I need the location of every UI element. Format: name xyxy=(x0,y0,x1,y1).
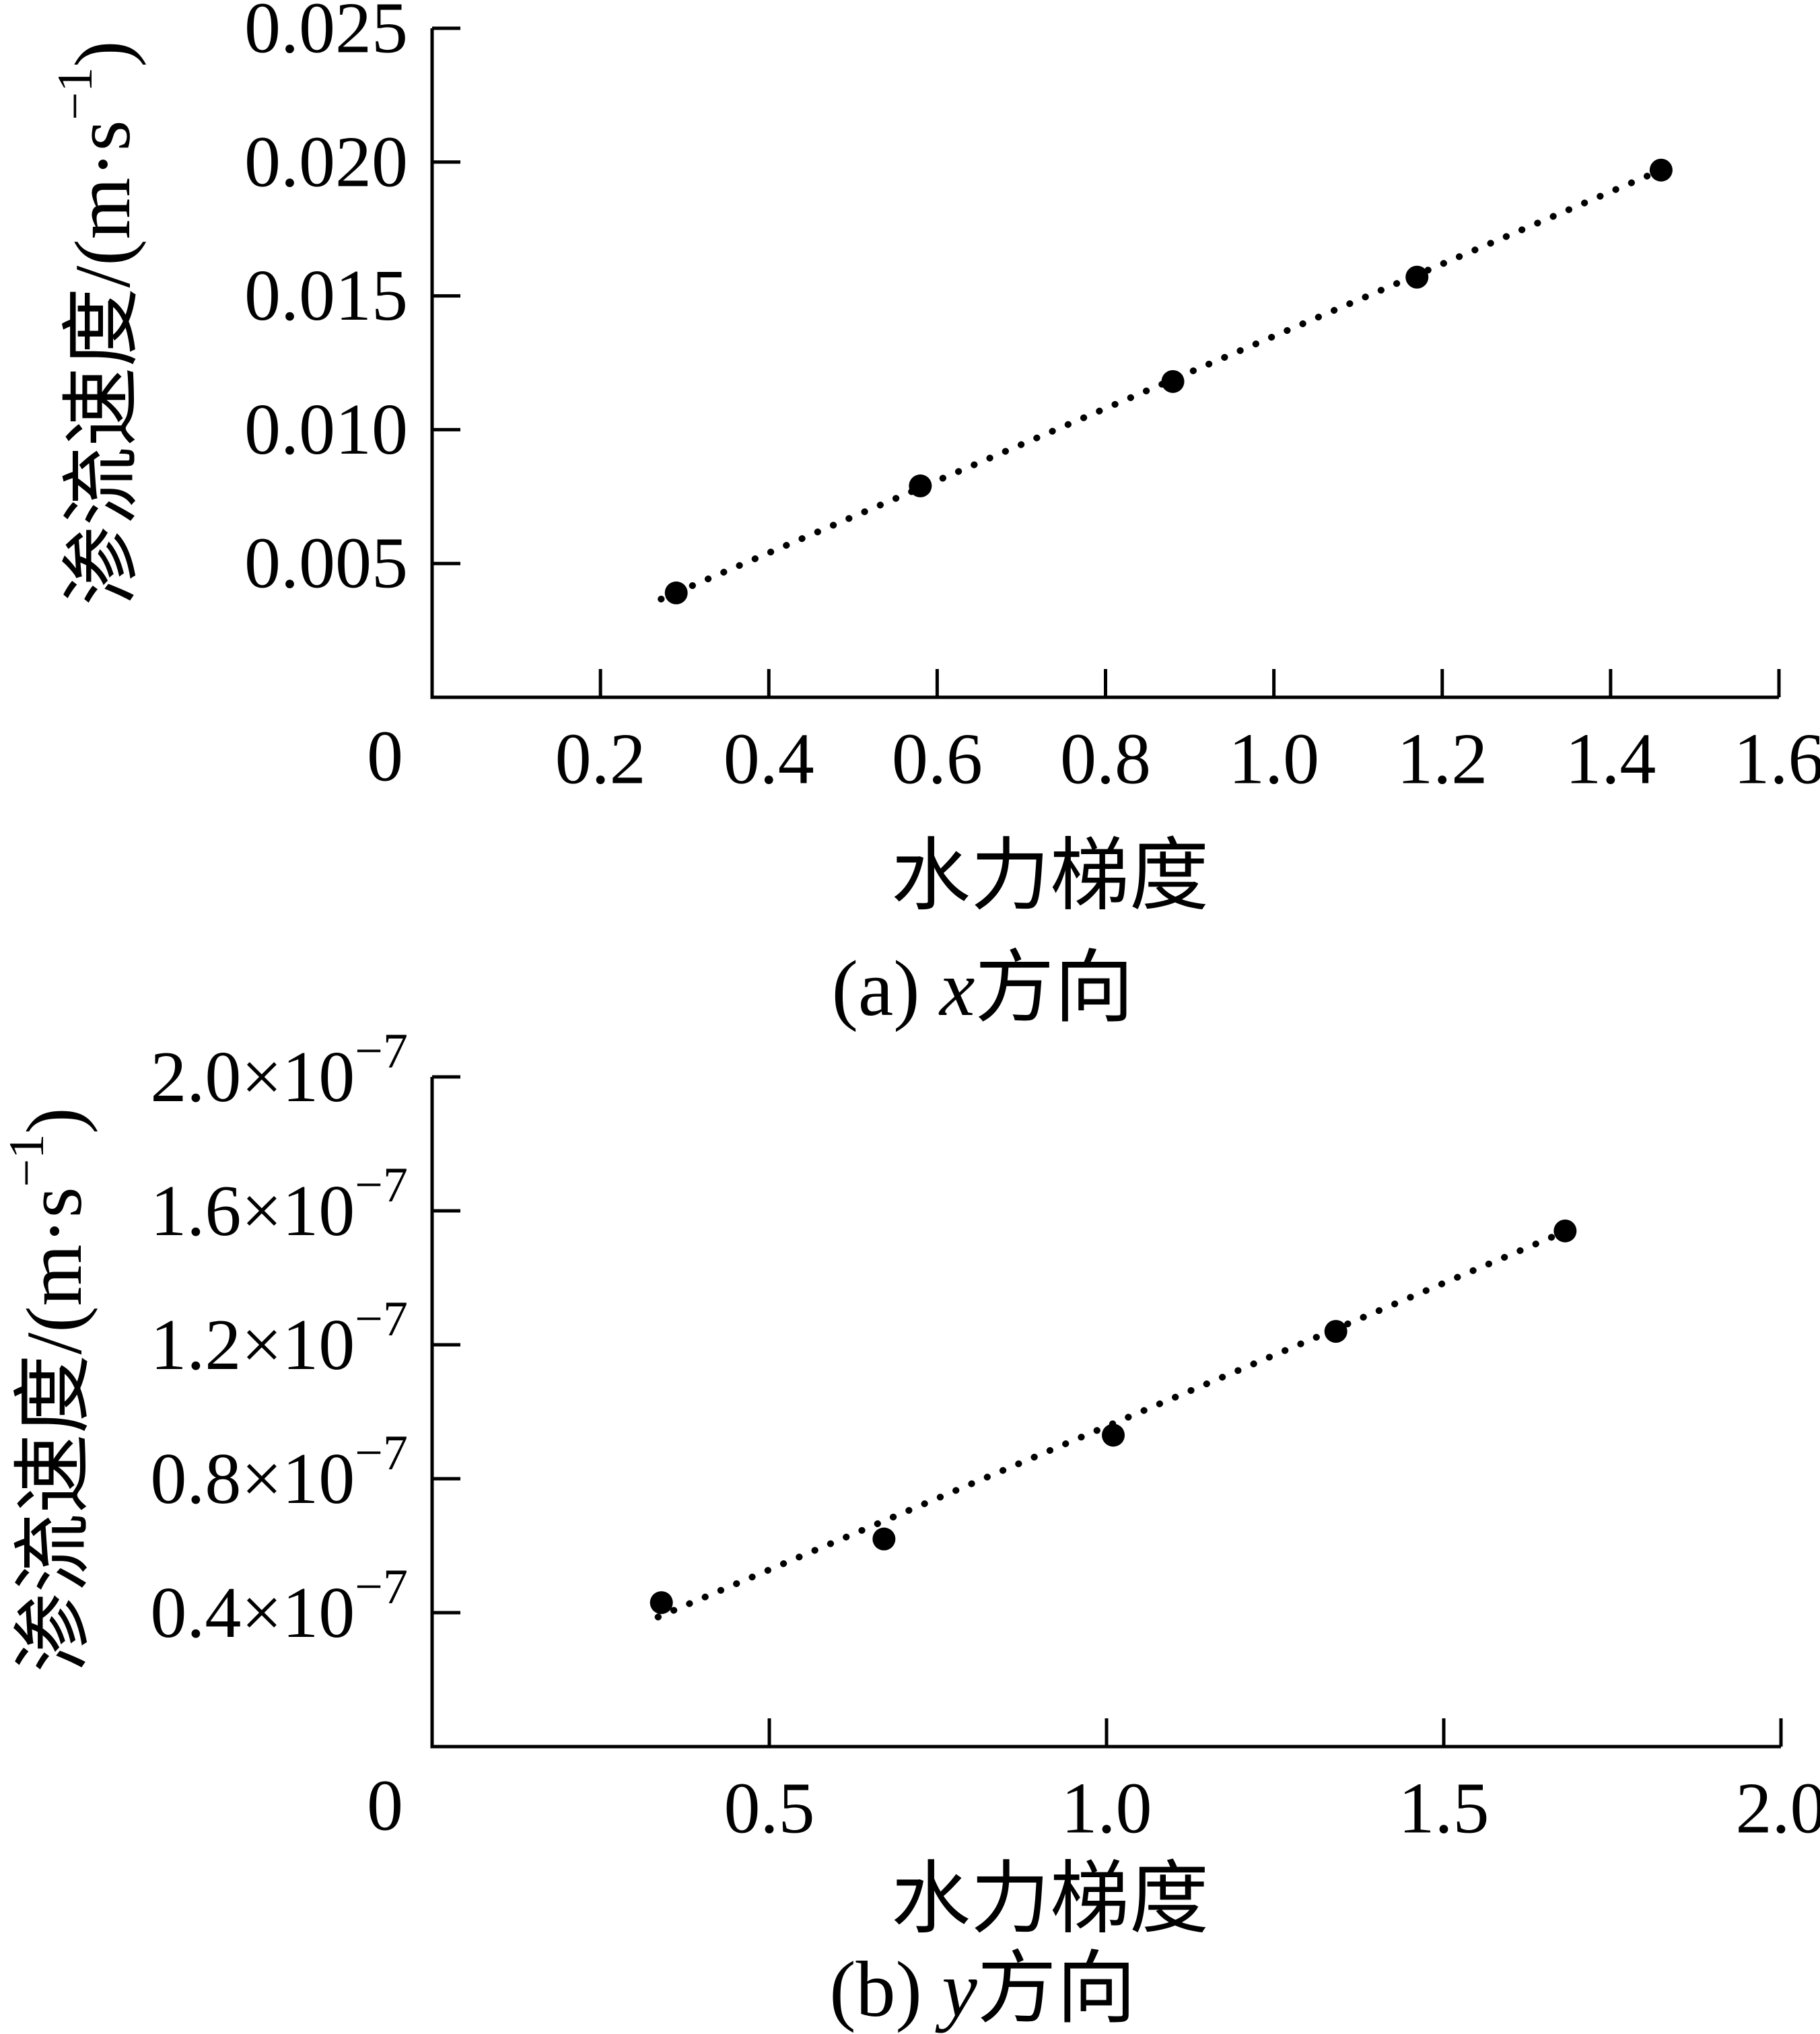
panel-b-x-tick-label: 0.5 xyxy=(724,1769,815,1849)
panel-a-x-tick-label: 0.4 xyxy=(724,720,814,800)
panel-a-origin-label: 0 xyxy=(367,717,403,797)
panel-a-data-point xyxy=(1405,265,1429,289)
panel-a: 0.2 0.4 0.6 0.8 1.0 1.2 1.4 1.6 0 0.005 0.010 0.015… xyxy=(48,0,1820,1032)
panel-b-y-tick-label: 0.4×10−7 xyxy=(150,1559,408,1653)
panel-b-y-tick-label: 0.8×10−7 xyxy=(150,1426,408,1519)
panel-a-data-point xyxy=(1649,158,1673,182)
panel-b: 0.5 1.0 1.5 2.0 0 0.4×10−7 0.8×10−7 1.2×10−7 1.6… xyxy=(0,1024,1820,2033)
panel-a-x-tick-label: 1.4 xyxy=(1565,720,1656,800)
panel-a-x-tick-label: 0.6 xyxy=(892,720,983,800)
panel-b-ylabel: 渗流速度/(m·s−1) xyxy=(0,1107,98,1672)
panel-a-trend-line xyxy=(658,166,1665,603)
panel-b-data-point xyxy=(1324,1320,1348,1343)
panel-b-data-point xyxy=(872,1527,896,1551)
panel-a-y-tick-label: 0.025 xyxy=(244,0,408,69)
panel-a-caption: (a) x方向 xyxy=(832,944,1134,1032)
panel-a-x-tick-label: 1.0 xyxy=(1228,720,1319,800)
panel-b-caption: (b) y方向 xyxy=(829,1945,1135,2033)
panel-b-y-tick-label: 2.0×10−7 xyxy=(150,1024,408,1117)
panel-a-x-tick-label: 0.8 xyxy=(1060,720,1151,800)
panel-a-xlabel: 水力梯度 xyxy=(891,833,1209,921)
panel-b-data-point xyxy=(1553,1219,1577,1242)
panel-a-data-point xyxy=(909,474,932,497)
panel-a-y-tick-label: 0.020 xyxy=(244,122,408,202)
panel-a-ylabel: 渗流速度/(m·s−1) xyxy=(48,40,147,605)
panel-a-y-tick-label: 0.005 xyxy=(244,524,408,604)
panel-b-x-tick-label: 2.0 xyxy=(1736,1769,1820,1849)
panel-a-y-tick-label: 0.010 xyxy=(244,390,408,470)
panel-b-x-tick-label: 1.5 xyxy=(1399,1769,1490,1849)
panel-a-data-point xyxy=(1161,370,1185,393)
panel-b-origin-label: 0 xyxy=(367,1766,403,1846)
panel-b-plot-area: 0.5 1.0 1.5 2.0 0 0.4×10−7 0.8×10−7 1.2×10−7 1.6… xyxy=(150,1024,1820,1849)
panel-b-y-tick-label: 1.6×10−7 xyxy=(150,1158,408,1251)
panel-a-axes xyxy=(430,28,1779,699)
panel-b-xlabel: 水力梯度 xyxy=(891,1856,1209,1944)
panel-b-y-tick-label: 1.2×10−7 xyxy=(150,1292,408,1385)
panel-a-x-tick-label: 1.6 xyxy=(1734,720,1820,800)
panel-b-data-point xyxy=(650,1591,673,1615)
panel-a-y-tick-label: 0.015 xyxy=(244,256,408,336)
panel-a-x-tick-label: 1.2 xyxy=(1397,720,1488,800)
panel-a-plot-area: 0.2 0.4 0.6 0.8 1.0 1.2 1.4 1.6 0 0.005 0.010 0.015… xyxy=(244,0,1820,800)
panel-a-x-tick-label: 0.2 xyxy=(555,720,646,800)
panel-b-data-point xyxy=(1102,1424,1125,1447)
panel-a-data-point xyxy=(664,581,688,604)
panel-b-x-tick-label: 1.0 xyxy=(1061,1769,1152,1849)
panel-b-axes xyxy=(430,1077,1781,1749)
